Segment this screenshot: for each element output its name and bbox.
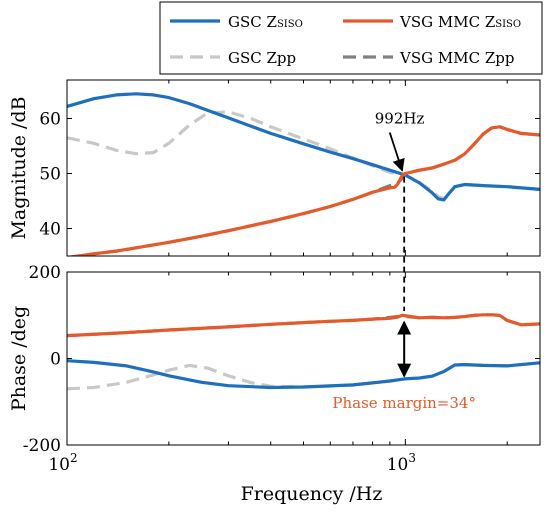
legend-box bbox=[159, 1, 543, 75]
series-gsc-z-siso bbox=[67, 92, 540, 202]
x-tick-label: 102 bbox=[48, 451, 77, 475]
legend-entry: GSC Zpp bbox=[228, 49, 296, 67]
legend-entry: VSG MMC Zpp bbox=[399, 49, 514, 67]
y-tick-label: 60 bbox=[39, 110, 61, 130]
y-axis-label: Magnitude /dB bbox=[8, 96, 30, 239]
series-vsg-mmc-z-siso bbox=[67, 125, 540, 256]
series-group bbox=[67, 313, 540, 391]
x-tick-label: 103 bbox=[387, 451, 416, 475]
x-axis-label: Frequency /Hz bbox=[241, 483, 383, 505]
y-tick-label: 40 bbox=[39, 220, 61, 240]
legend-entry: GSC ZSISO bbox=[228, 13, 303, 31]
y-tick-label: -200 bbox=[23, 436, 61, 456]
series-gsc-zpp bbox=[67, 361, 540, 391]
series-vsg-mmc-z-siso bbox=[67, 313, 540, 338]
magnitude-panel: 40 50 60 Magnitude /dB bbox=[8, 79, 541, 257]
axes-frame bbox=[66, 79, 541, 257]
axes-frame bbox=[66, 271, 541, 446]
crossover-label: 992Hz bbox=[375, 110, 425, 128]
y-tick-label: 200 bbox=[29, 263, 61, 283]
annotations: 992Hz Phase margin=34° bbox=[332, 110, 476, 413]
y-axis-label: Phase /deg bbox=[8, 306, 30, 411]
legend-entry: VSG MMC ZSISO bbox=[399, 13, 521, 31]
series-group bbox=[67, 92, 540, 256]
legend: GSC ZSISO VSG MMC ZSISO GSC Zpp VSG MMC Zpp bbox=[159, 1, 543, 75]
phase-margin-label: Phase margin=34° bbox=[332, 394, 476, 412]
y-tick-label: 0 bbox=[50, 350, 61, 370]
series-vsg-mmc-zpp bbox=[67, 125, 540, 256]
series-gsc-z-siso bbox=[67, 359, 540, 390]
crossover-arrow bbox=[388, 132, 405, 172]
y-tick-label: 50 bbox=[39, 165, 61, 185]
